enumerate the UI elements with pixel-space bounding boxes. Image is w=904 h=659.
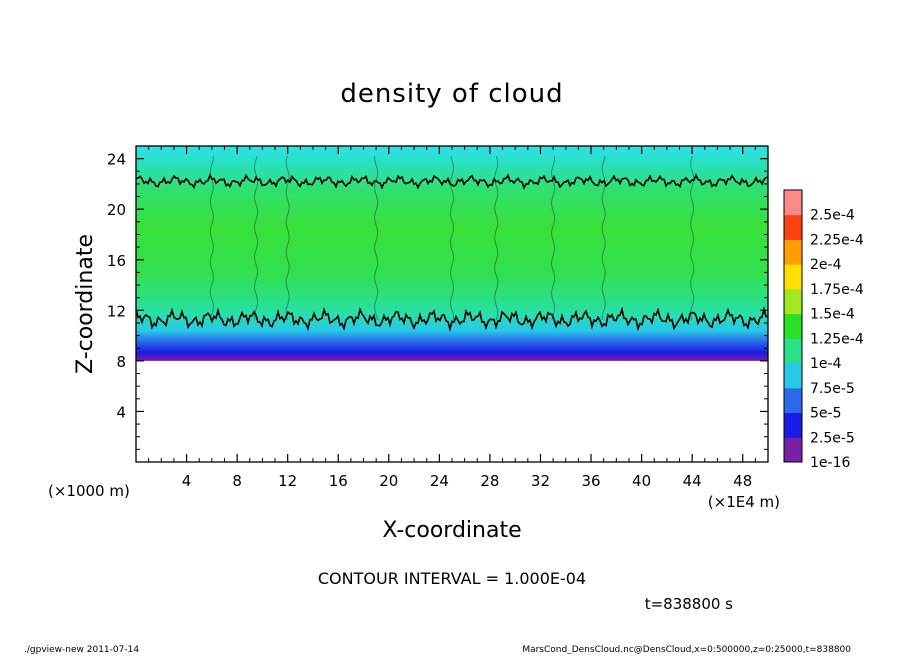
- x-tick-label-16: 16: [329, 472, 348, 490]
- colorbar-label-1: 2.5e-5: [810, 430, 855, 446]
- colorbar-swatch-7: [784, 264, 802, 290]
- x-tick-label-36: 36: [581, 472, 600, 490]
- cloud-field: [136, 146, 768, 361]
- colorbar-swatch-5: [784, 313, 802, 339]
- time-label: t=838800 s: [645, 595, 733, 613]
- colorbar-swatch-6: [784, 288, 802, 315]
- colorbar-swatch-10: [784, 190, 802, 216]
- plume-2: [285, 155, 290, 321]
- colorbar-swatch-8: [784, 239, 802, 265]
- contours: [136, 173, 768, 333]
- y-tick-label-20: 20: [107, 201, 126, 219]
- colorbar: 1e-16 2.5e-5 5e-5 7.5e-5 1e-4 1.25e-4 1.5e-4 1.…: [783, 189, 864, 471]
- plume-6: [550, 155, 556, 321]
- y-axis-ticks: 4 8 12 16 20 24: [107, 151, 768, 450]
- colorbar-swatch-4: [784, 338, 802, 364]
- x-tick-label-48: 48: [733, 472, 752, 490]
- x-tick-label-32: 32: [531, 472, 550, 490]
- x-unit-left: (×1000 m): [48, 482, 130, 500]
- x-unit-right: (×1E4 m): [708, 493, 780, 511]
- x-tick-label-44: 44: [683, 472, 702, 490]
- footer-left: ./gpview-new 2011-07-14: [24, 645, 139, 654]
- y-axis-label: Z-coordinate: [73, 234, 98, 374]
- plume-5: [494, 155, 499, 321]
- colorbar-label-9: 2.25e-4: [810, 232, 864, 248]
- colorbar-label-6: 1.5e-4: [810, 307, 855, 323]
- x-tick-label-24: 24: [430, 472, 449, 490]
- colorbar-label-3: 7.5e-5: [810, 381, 855, 397]
- chart-title: density of cloud: [340, 79, 563, 109]
- colorbar-swatch-0: [784, 437, 802, 463]
- y-tick-label-16: 16: [107, 252, 126, 270]
- x-tick-label-40: 40: [632, 472, 651, 490]
- plot-area: [136, 146, 768, 361]
- x-tick-label-20: 20: [379, 472, 398, 490]
- colorbar-label-10: 2.5e-4: [810, 208, 855, 224]
- colorbar-label-4: 1e-4: [810, 356, 842, 372]
- contour-line-1: [136, 306, 768, 333]
- colorbar-swatch-1: [784, 412, 802, 438]
- x-tick-label-8: 8: [232, 472, 242, 490]
- contour-line-0: [136, 173, 768, 190]
- x-tick-label-4: 4: [182, 472, 192, 490]
- y-tick-label-24: 24: [107, 151, 126, 169]
- plume-0: [209, 155, 214, 321]
- x-axis-label: X-coordinate: [382, 518, 521, 543]
- contour-interval: CONTOUR INTERVAL = 1.000E-04: [318, 569, 586, 588]
- colorbar-swatch-9: [784, 214, 802, 240]
- colorbar-swatch-3: [784, 363, 802, 389]
- colorbar-label-5: 1.25e-4: [810, 331, 864, 347]
- colorbar-swatch-2: [784, 387, 802, 414]
- colorbar-label-7: 1.75e-4: [810, 282, 864, 298]
- x-tick-label-12: 12: [278, 472, 297, 490]
- plume-8: [690, 155, 695, 321]
- colorbar-label-8: 2e-4: [810, 257, 842, 273]
- plume-1: [253, 155, 259, 321]
- plume-3: [374, 156, 379, 321]
- y-tick-label-8: 8: [116, 353, 126, 371]
- colorbar-label-0: 1e-16: [810, 455, 850, 471]
- colorbar-frame: [783, 189, 803, 463]
- colorbar-label-2: 5e-5: [810, 406, 841, 422]
- footer-right: MarsCond_DensCloud.nc@DensCloud,x=0:5000…: [522, 645, 851, 654]
- x-tick-label-28: 28: [480, 472, 499, 490]
- y-tick-label-12: 12: [107, 302, 126, 320]
- y-tick-label-4: 4: [116, 403, 126, 421]
- x-axis-ticks: 4 8 12 16 20 24 28 32 36 40 44 48: [148, 146, 756, 490]
